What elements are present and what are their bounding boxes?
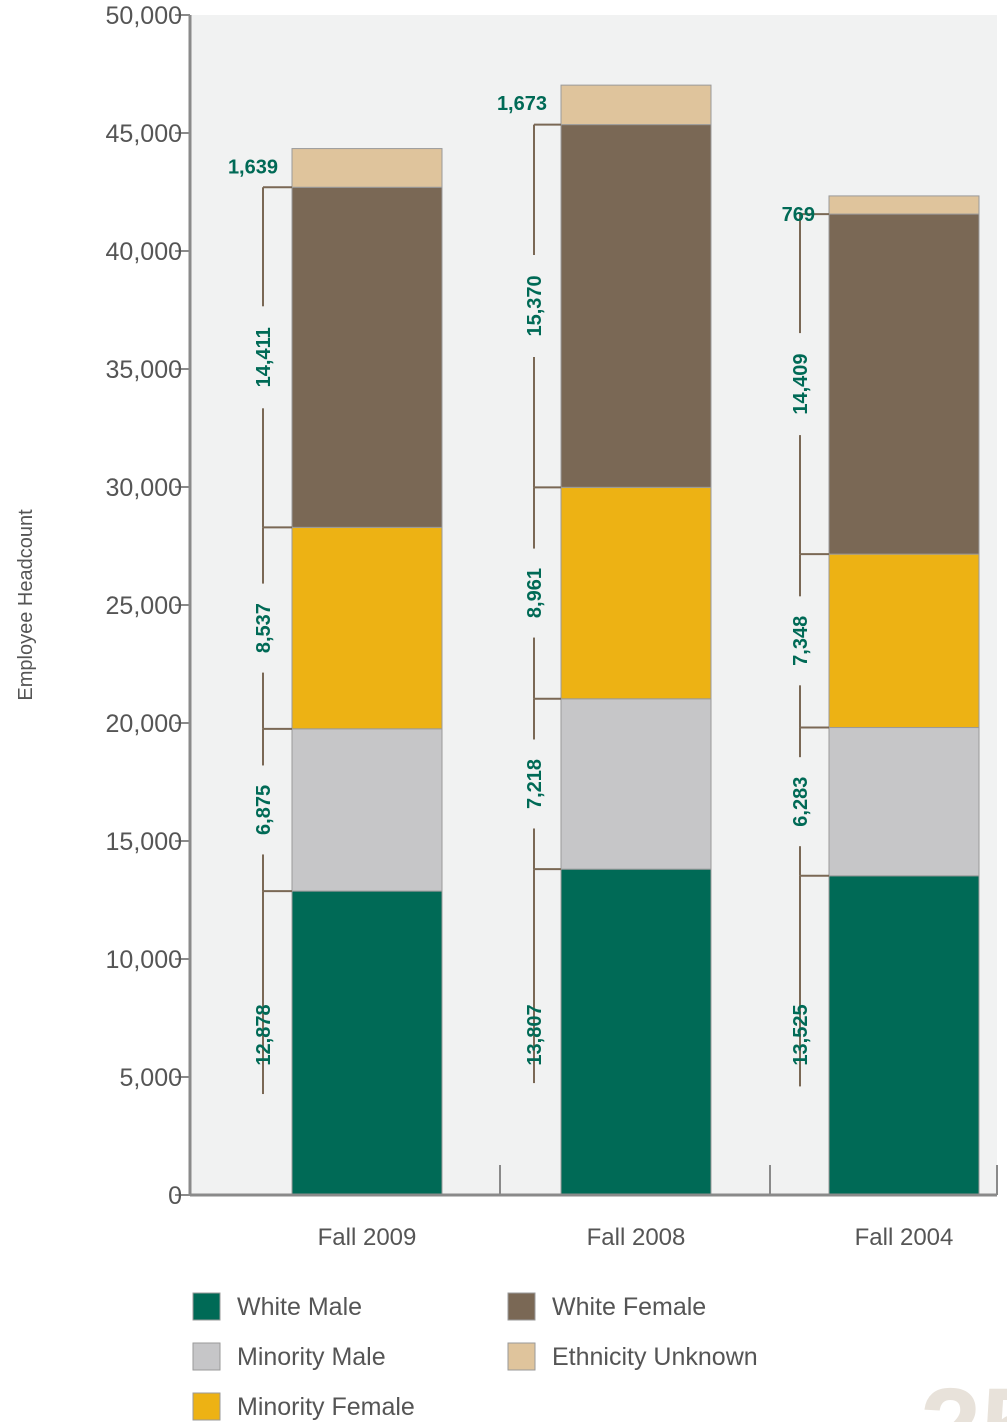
x-category-label: Fall 2008 bbox=[587, 1224, 686, 1251]
legend-label: Ethnicity Unknown bbox=[552, 1343, 758, 1371]
x-category-label: Fall 2009 bbox=[318, 1224, 417, 1251]
y-tick-label: 30,000 bbox=[106, 474, 182, 502]
y-tick-label: 25,000 bbox=[106, 592, 182, 620]
bar-segment bbox=[560, 124, 712, 488]
value-label: 8,537 bbox=[253, 603, 275, 653]
x-axis-categories: Fall 2009 Fall 2008 Fall 2004 bbox=[318, 1224, 954, 1251]
y-tick-label: 40,000 bbox=[106, 238, 182, 266]
y-axis-ticks: 0 5,000 10,000 15,000 20,000 25,000 30,000 35,0… bbox=[106, 2, 190, 1210]
y-axis-title: Employee Headcount bbox=[15, 509, 37, 701]
legend-swatch bbox=[507, 1342, 536, 1371]
y-tick-label: 0 bbox=[168, 1182, 182, 1210]
legend-label: White Male bbox=[237, 1293, 362, 1321]
bar-segments bbox=[291, 84, 980, 1196]
y-tick-label: 50,000 bbox=[106, 2, 182, 30]
y-tick-label: 10,000 bbox=[106, 946, 182, 974]
value-label: 769 bbox=[782, 204, 815, 226]
bar-segment bbox=[291, 526, 443, 730]
y-tick-label: 45,000 bbox=[106, 120, 182, 148]
bar-segment bbox=[828, 727, 980, 877]
legend: White Male White Female Minority Male Ethni… bbox=[192, 1292, 758, 1421]
bar-segment bbox=[291, 148, 443, 188]
x-category-label: Fall 2004 bbox=[855, 1224, 954, 1251]
bar-segment bbox=[828, 213, 980, 555]
value-label: 6,875 bbox=[253, 785, 275, 835]
page-number: 25 bbox=[920, 1366, 1007, 1422]
value-label: 8,961 bbox=[524, 568, 546, 618]
legend-label: White Female bbox=[552, 1293, 706, 1321]
bar-segment bbox=[560, 868, 712, 1196]
bar-segment bbox=[828, 875, 980, 1196]
value-label: 13,525 bbox=[790, 1004, 812, 1065]
y-tick-label: 5,000 bbox=[119, 1064, 182, 1092]
bar-segment bbox=[291, 186, 443, 528]
legend-swatch bbox=[192, 1292, 221, 1321]
legend-swatch bbox=[507, 1292, 536, 1321]
value-label: 14,409 bbox=[790, 354, 812, 415]
bar-segment bbox=[560, 698, 712, 870]
bar-segment bbox=[560, 486, 712, 700]
value-label: 1,639 bbox=[228, 157, 278, 179]
legend-label: Minority Male bbox=[237, 1343, 386, 1371]
bar-segment bbox=[560, 84, 712, 126]
bar-segment bbox=[291, 728, 443, 892]
legend-label: Minority Female bbox=[237, 1393, 415, 1421]
value-label: 13,807 bbox=[524, 1004, 546, 1065]
legend-swatch bbox=[192, 1342, 221, 1371]
bar-segment bbox=[828, 553, 980, 729]
bar-segment bbox=[291, 890, 443, 1196]
value-label: 12,878 bbox=[253, 1004, 275, 1065]
value-label: 14,411 bbox=[253, 327, 275, 387]
axes bbox=[188, 15, 998, 1197]
value-label: 15,370 bbox=[524, 275, 546, 336]
value-label: 7,218 bbox=[524, 759, 546, 809]
value-label: 1,673 bbox=[497, 93, 547, 115]
bar-segment bbox=[828, 195, 980, 215]
legend-swatch bbox=[192, 1392, 221, 1421]
y-tick-label: 15,000 bbox=[106, 828, 182, 856]
value-label: 6,283 bbox=[790, 777, 812, 827]
value-brackets: 12,878 6,875 8,537 14,411 1,639 13,807 7,218 8,… bbox=[228, 93, 829, 1095]
y-tick-label: 35,000 bbox=[106, 356, 182, 384]
y-tick-label: 20,000 bbox=[106, 710, 182, 738]
value-label: 7,348 bbox=[790, 616, 812, 666]
